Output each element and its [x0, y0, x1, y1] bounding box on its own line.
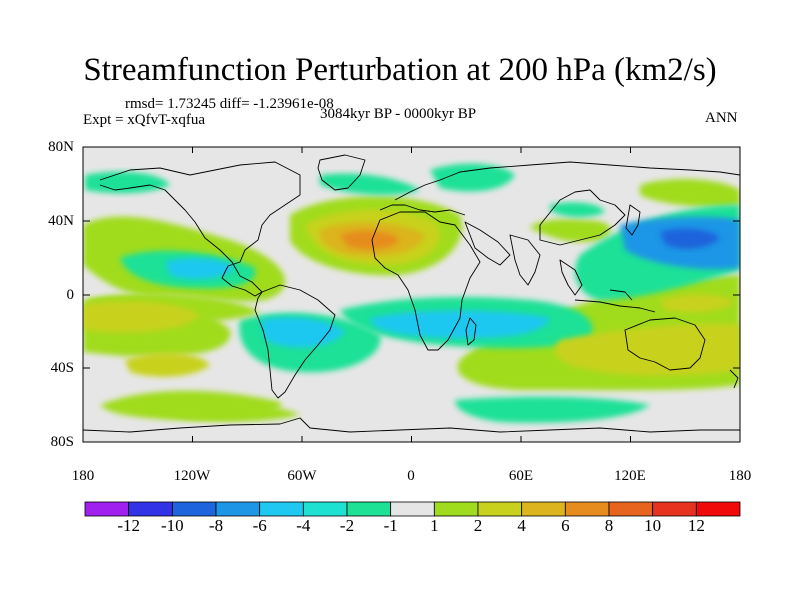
coastlines: [83, 154, 740, 433]
lon-label-120w: 120W: [173, 468, 211, 484]
lon-label-120e: 120E: [614, 468, 646, 484]
colorbar-box: [608, 501, 654, 517]
colorbar-box: [215, 501, 261, 517]
colorbar-box: [302, 501, 348, 517]
colorbar-label: 6: [561, 516, 570, 535]
colorbar-label: -6: [252, 516, 267, 535]
lat-label-40n: 40N: [48, 213, 74, 229]
colorbar-box: [390, 501, 435, 517]
colorbar-box: [521, 501, 566, 517]
lon-label-60w: 60W: [287, 468, 317, 484]
colorbar-label: -1: [383, 516, 398, 535]
lon-label-180w: 180: [71, 468, 95, 484]
colorbar-label: -10: [160, 516, 184, 535]
lon-label-60e: 60E: [508, 468, 534, 484]
colorbar: [84, 501, 741, 517]
time-period-label: 3084kyr BP - 0000kyr BP: [320, 106, 477, 122]
colorbar-label: -8: [208, 516, 224, 535]
colorbar-box: [564, 501, 610, 517]
colorbar-label: 12: [687, 516, 705, 535]
rmsd-stats: rmsd= 1.73245 diff= -1.23961e-08: [125, 96, 334, 112]
colorbar-label: 2: [473, 516, 483, 535]
axis-ticks: [82, 146, 741, 443]
colorbar-label: -12: [117, 516, 140, 535]
colorbar-label: -4: [296, 516, 311, 535]
colorbar-box: [171, 501, 217, 517]
streamfunction-contour-fill: [83, 163, 740, 423]
colorbar-box: [695, 501, 741, 517]
colorbar-label: 1: [430, 516, 439, 535]
lat-label-40s: 40S: [50, 360, 74, 376]
colorbar-box: [433, 501, 479, 517]
lat-label-80s: 80S: [50, 434, 74, 450]
lon-label-0: 0: [407, 468, 415, 484]
experiment-label: Expt = xQfvT-xqfua: [83, 112, 206, 128]
colorbar-box: [128, 501, 173, 517]
lon-label-180e: 180: [728, 468, 752, 484]
colorbar-label: 10: [644, 516, 662, 535]
colorbar-label: 4: [517, 516, 526, 535]
colorbar-box: [259, 501, 304, 517]
colorbar-label: 8: [604, 516, 614, 535]
lat-label-80n: 80N: [48, 139, 74, 155]
colorbar-label: -2: [339, 516, 355, 535]
season-label: ANN: [705, 110, 738, 126]
colorbar-box: [346, 501, 392, 517]
lat-label-0: 0: [66, 287, 75, 303]
figure-title: Streamfunction Perturbation at 200 hPa (…: [83, 52, 717, 88]
colorbar-box: [652, 501, 697, 517]
colorbar-box: [84, 501, 130, 517]
colorbar-box: [477, 501, 523, 517]
